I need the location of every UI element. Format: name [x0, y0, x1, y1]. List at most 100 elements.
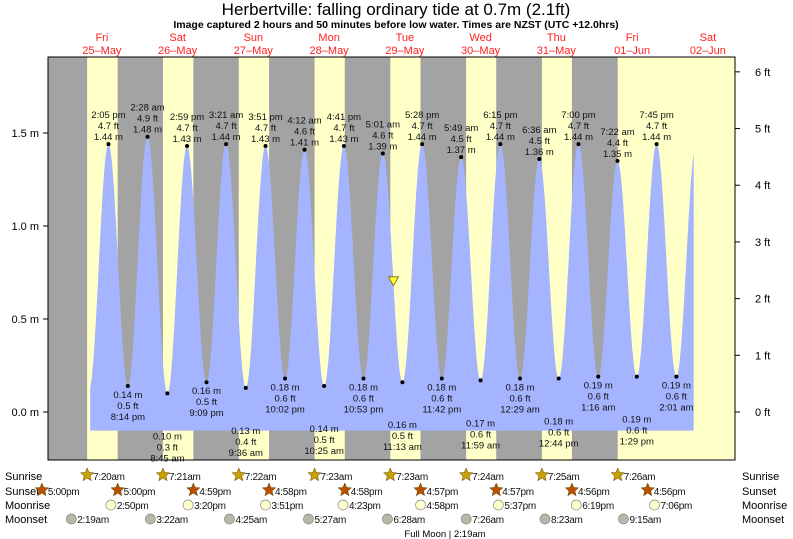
moonrise-time: 3:51pm	[272, 501, 304, 512]
moonrise-row-label-right: Moonrise	[742, 500, 787, 512]
high-tide-time: 7:22 am	[600, 127, 634, 138]
high-tide-ft: 4.5 ft	[529, 136, 550, 147]
high-tide-time: 5:28 pm	[405, 110, 439, 121]
moonset-time: 9:15am	[629, 515, 661, 526]
high-tide-time: 5:01 am	[366, 119, 400, 130]
moonset-icon	[460, 513, 472, 525]
right-tick-label: 5 ft	[755, 124, 770, 136]
right-tick-label: 2 ft	[755, 294, 770, 306]
sunset-time: 4:56pm	[578, 487, 610, 498]
right-tick-label: 0 ft	[755, 407, 770, 419]
low-tide-point	[361, 376, 366, 381]
day-date-label: 01–Jun	[614, 45, 650, 57]
high-tide-ft: 4.9 ft	[137, 114, 158, 125]
low-tide-point	[634, 374, 639, 379]
high-tide-m: 1.44 m	[408, 132, 437, 143]
moonset-time: 8:23am	[551, 515, 583, 526]
right-tick-label: 6 ft	[755, 67, 770, 79]
left-tick-label: 0.0 m	[11, 407, 39, 419]
sunrise-icon	[307, 467, 322, 482]
low-tide-ft: 0.6 ft	[509, 394, 530, 405]
high-tide-m: 1.43 m	[173, 134, 202, 145]
low-tide-point	[556, 376, 561, 381]
high-tide-point	[185, 144, 190, 149]
day-date-label: 30–May	[461, 45, 501, 57]
low-tide-time: 11:59 am	[461, 440, 500, 451]
sunrise-icon	[610, 467, 626, 482]
moonrise-time: 2:50pm	[117, 501, 149, 512]
sunset-icon	[488, 482, 504, 497]
sunrise-time: 7:24am	[472, 472, 504, 483]
high-tide-time: 6:15 pm	[483, 110, 517, 121]
low-tide-m: 0.14 m	[310, 424, 339, 435]
sunrise-time: 7:23am	[396, 472, 428, 483]
high-tide-time: 2:59 pm	[170, 112, 204, 123]
high-tide-point	[263, 144, 268, 149]
moonset-time: 6:28am	[393, 515, 425, 526]
sunset-icon	[110, 482, 125, 497]
moonrise-icon	[649, 499, 660, 511]
sunset-time: 4:56pm	[654, 487, 686, 498]
sunset-icon	[564, 482, 580, 497]
low-tide-m: 0.16 m	[192, 386, 221, 397]
low-tide-time: 8:45 am	[150, 453, 184, 464]
axes: 0.0 m 0.5 m 1.0 m 1.5 m 0 ft 1 ft 2 ft 3 ft 4 ft…	[11, 56, 770, 461]
moonrise-icon	[182, 499, 194, 511]
low-tide-time: 1:16 am	[581, 403, 615, 414]
high-tide-point	[302, 147, 307, 152]
moonset-time: 2:19am	[77, 515, 109, 526]
right-tick-label: 1 ft	[755, 350, 770, 362]
low-tide-time: 11:13 am	[383, 442, 422, 453]
high-tide-ft: 4.7 ft	[333, 123, 354, 134]
low-tide-m: 0.18 m	[544, 417, 573, 428]
sunrise-icon	[155, 467, 171, 482]
low-tide-point	[518, 376, 523, 381]
chart-subtitle: Image captured 2 hours and 50 minutes be…	[173, 19, 618, 31]
right-tick-label: 4 ft	[755, 180, 770, 192]
high-tide-time: 5:49 am	[444, 123, 478, 134]
sun-moon-rows: Sunrise Sunrise 7:20am 7:21am 7:22am 7:23am 7:…	[5, 467, 787, 539]
moonset-icon	[382, 513, 393, 525]
low-tide-point	[204, 380, 209, 385]
left-tick-label: 1.0 m	[11, 221, 39, 233]
sunset-time: 5:00pm	[124, 487, 156, 498]
sunset-icon	[413, 482, 428, 497]
high-tide-m: 1.44 m	[564, 132, 593, 143]
low-tide-point	[439, 376, 444, 381]
moonrise-time: 6:19pm	[582, 501, 614, 512]
day-name-label: Fri	[626, 32, 639, 44]
sunrise-time: 7:22am	[245, 472, 277, 483]
low-tide-m: 0.18 m	[271, 383, 300, 394]
sunrise-time: 7:21am	[169, 472, 201, 483]
low-tide-point	[243, 385, 248, 390]
sunrise-icon	[382, 467, 398, 482]
sunrise-row-label-left: Sunrise	[5, 471, 42, 483]
current-tide-marker-icon	[387, 276, 400, 287]
high-tide-time: 6:36 am	[522, 125, 556, 136]
high-tide-ft: 4.7 ft	[490, 121, 511, 132]
high-tide-m: 1.44 m	[486, 132, 515, 143]
day-name-label: Mon	[318, 32, 339, 44]
low-tide-ft: 0.3 ft	[157, 442, 178, 453]
low-tide-point	[283, 376, 288, 381]
high-tide-point	[615, 158, 620, 163]
moonset-row-label-right: Moonset	[742, 514, 784, 526]
high-tide-point	[459, 155, 464, 160]
low-tide-point	[478, 378, 483, 383]
high-tide-time: 2:05 pm	[91, 110, 125, 121]
moonset-time: 7:26am	[472, 515, 504, 526]
moonrise-icon	[570, 499, 582, 511]
low-tide-time: 10:53 pm	[344, 405, 384, 416]
sunrise-icon	[231, 467, 247, 482]
low-tide-time: 11:42 pm	[422, 405, 461, 416]
low-tide-ft: 0.6 ft	[470, 429, 491, 440]
high-tide-m: 1.44 m	[94, 132, 123, 143]
high-tide-point	[145, 134, 150, 139]
day-date-label: 27–May	[234, 45, 274, 57]
high-tide-ft: 4.6 ft	[372, 130, 393, 141]
moon-phase-label: Full Moon | 2:19am	[404, 529, 485, 539]
moonset-time: 4:25am	[235, 515, 267, 526]
low-tide-m: 0.10 m	[153, 431, 182, 442]
low-tide-point	[165, 391, 170, 396]
